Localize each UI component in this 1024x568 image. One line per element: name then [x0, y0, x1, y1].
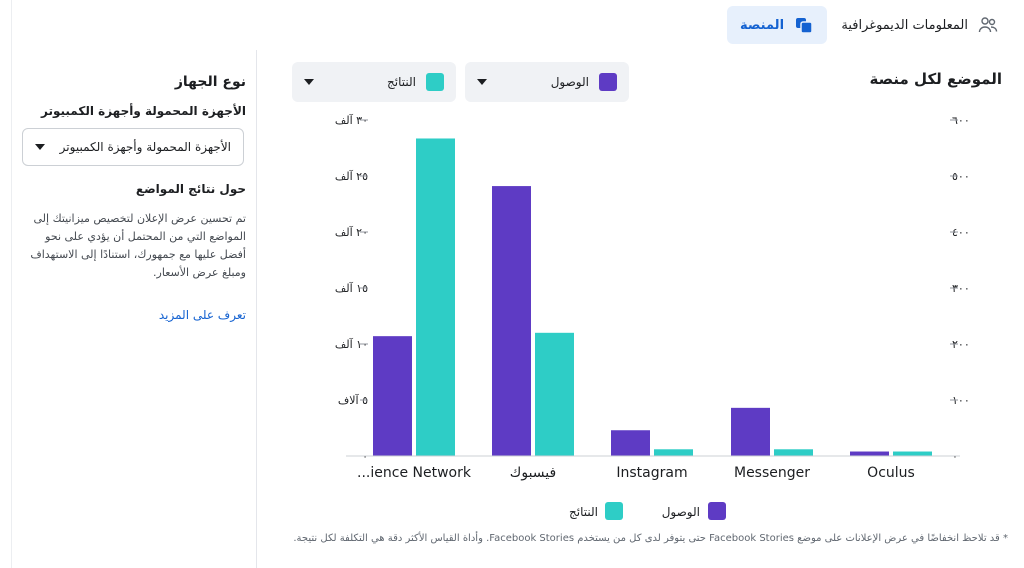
bar-reach — [373, 336, 412, 456]
chevron-down-icon — [304, 79, 314, 85]
sidebar: نوع الجهاز الأجهزة المحمولة وأجهزة الكمب… — [16, 60, 246, 322]
device-type-select[interactable]: الأجهزة المحمولة وأجهزة الكمبيوتر — [22, 128, 244, 166]
chevron-down-icon — [477, 79, 487, 85]
left-axis-tick-label: ٥ آلاف — [338, 393, 368, 407]
left-axis-tick-label: ٢٥ آلف — [335, 169, 368, 183]
legend-reach-label: الوصول — [662, 505, 700, 520]
right-axis-tick-label: ٢٠٠ — [952, 338, 970, 351]
right-axis-tick-label: ٦٠٠ — [952, 114, 970, 127]
results-dropdown-label: النتائج — [387, 75, 416, 89]
footnote: * قد تلاحظ انخفاضًا في عرض الإعلانات على… — [293, 533, 1008, 544]
left-panel-edge — [0, 0, 12, 568]
bar-reach — [492, 186, 531, 456]
bar-results — [654, 449, 693, 456]
left-axis-tick-label: ٢٠ آلف — [335, 225, 368, 239]
top-tab-bar: المعلومات الديموغرافية المنصة — [0, 0, 1024, 50]
right-axis-tick-label: ١٠٠ — [952, 394, 970, 407]
tab-platform-label: المنصة — [739, 17, 785, 33]
bar-results — [893, 451, 932, 456]
device-type-select-value: الأجهزة المحمولة وأجهزة الكمبيوتر — [59, 140, 231, 154]
bar-reach — [731, 407, 770, 456]
chart-title: الموضع لكل منصة — [869, 70, 1002, 88]
x-axis-category-label: فيسبوك — [510, 465, 556, 481]
right-axis-tick-label: ٤٠٠ — [952, 226, 970, 239]
x-axis-category-label: Messenger — [734, 465, 810, 481]
reach-metric-dropdown[interactable]: الوصول — [465, 62, 629, 102]
reach-dropdown-label: الوصول — [550, 75, 589, 89]
learn-more-link[interactable]: تعرف على المزيد — [158, 308, 246, 322]
right-axis-tick-label: ٣٠٠ — [952, 282, 970, 295]
bar-results — [416, 138, 455, 457]
right-axis-tick-label: ٥٠٠ — [952, 170, 970, 183]
about-placement-body: تم تحسين عرض الإعلان لتخصيص ميزانيتك إلى… — [30, 212, 246, 279]
about-placement-title: حول نتائج المواضع — [135, 182, 246, 196]
x-axis-category-label: Oculus — [867, 465, 915, 481]
bar-reach — [611, 430, 650, 456]
bar-results — [774, 449, 813, 456]
bar-reach — [850, 451, 889, 456]
left-axis-tick-label: ١٠ آلف — [335, 337, 368, 351]
legend-results-swatch — [605, 502, 623, 520]
results-metric-dropdown[interactable]: النتائج — [292, 62, 456, 102]
reach-swatch-icon — [599, 73, 617, 91]
bar-results — [535, 332, 574, 456]
results-swatch-icon — [426, 73, 444, 91]
platform-icon — [796, 18, 813, 34]
tab-demographics-label: المعلومات الديموغرافية — [841, 17, 968, 33]
legend-reach-swatch — [708, 502, 726, 520]
left-axis-tick-label: ٣٠ آلف — [335, 113, 368, 127]
tab-platform[interactable]: المنصة — [727, 6, 827, 44]
chevron-down-icon — [35, 144, 45, 150]
device-type-title: نوع الجهاز — [174, 74, 246, 90]
people-icon — [978, 17, 998, 33]
x-axis-category-label: Instagram — [616, 465, 687, 481]
x-axis-category-label: ...ience Network — [357, 465, 472, 481]
left-axis-tick-label: ١٥ آلف — [335, 281, 368, 295]
legend-results-label: النتائج — [569, 505, 598, 519]
section-divider — [256, 50, 257, 568]
tab-demographics[interactable]: المعلومات الديموغرافية — [829, 6, 1010, 44]
device-type-subtitle: الأجهزة المحمولة وأجهزة الكمبيوتر — [41, 104, 246, 118]
